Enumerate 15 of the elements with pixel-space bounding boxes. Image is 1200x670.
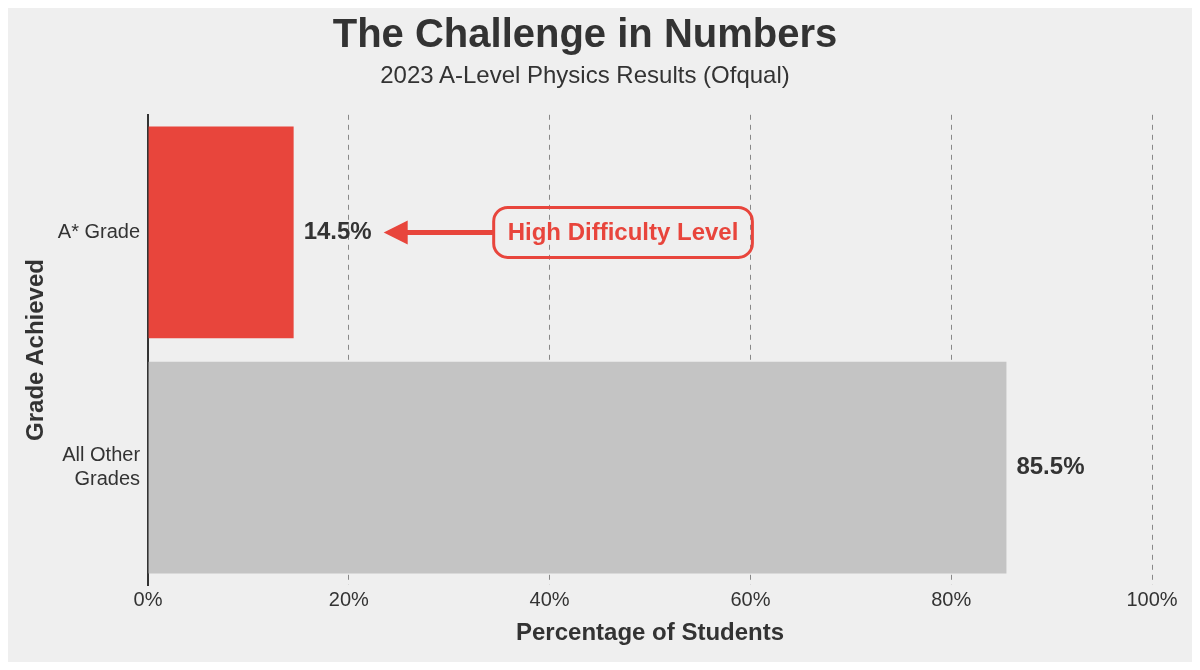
x-tick-label: 60% bbox=[730, 587, 771, 610]
y-tick-label: All Other Grades bbox=[62, 443, 141, 490]
x-tick-label: 20% bbox=[328, 587, 370, 610]
chart-subtitle: 2023 A-Level Physics Results (Ofqual) bbox=[380, 61, 790, 89]
y-tick-label: A* Grade bbox=[57, 219, 141, 242]
x-tick-label: 40% bbox=[529, 587, 570, 610]
data-label: 85.5% bbox=[1016, 452, 1085, 480]
data-label: 14.5% bbox=[303, 217, 372, 245]
x-tick-label: 100% bbox=[1126, 587, 1178, 610]
chart-title: The Challenge in Numbers bbox=[332, 11, 838, 56]
x-tick-label: 80% bbox=[931, 587, 972, 610]
y-axis-title: Grade Achieved bbox=[21, 259, 49, 441]
annotation: High Difficulty Level bbox=[507, 218, 739, 246]
x-tick-label: 0% bbox=[133, 587, 163, 610]
x-axis-title: Percentage of Students bbox=[516, 618, 785, 646]
